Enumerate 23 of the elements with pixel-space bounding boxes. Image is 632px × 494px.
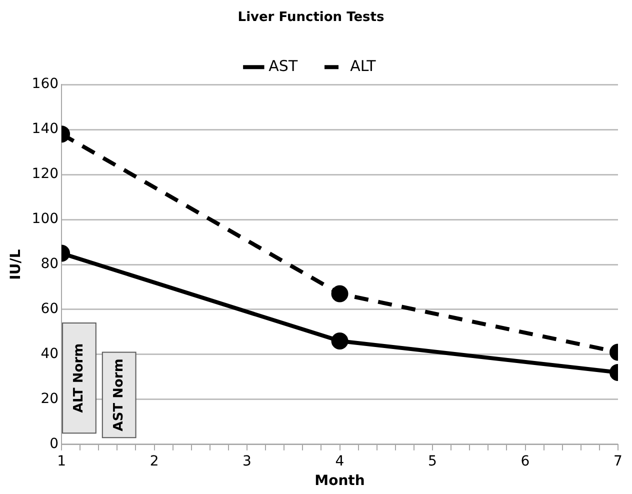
x-tick-label: 4	[335, 453, 344, 470]
y-tick-label: 40	[40, 346, 59, 362]
y-tick-label: 0	[50, 436, 59, 452]
y-tick-label: 20	[40, 391, 59, 408]
x-tick-label: 1	[57, 453, 66, 470]
y-tick-label: 160	[32, 76, 59, 92]
y-tick-label: 120	[32, 166, 59, 182]
chart-title: Liver Function Tests	[238, 10, 384, 26]
x-tick-label: 7	[614, 453, 622, 470]
band-label: ALT Norm	[72, 343, 87, 413]
y-axis-title: IU/L	[8, 249, 24, 280]
legend-label: AST	[268, 56, 298, 75]
x-tick-label: 5	[428, 453, 437, 470]
band-label: AST Norm	[111, 358, 126, 432]
y-tick-label: 100	[32, 211, 59, 228]
x-axis-title: Month	[314, 473, 365, 490]
x-tick-label: 3	[242, 453, 252, 470]
legend-label: ALT	[350, 56, 377, 75]
x-tick-label: 2	[150, 453, 159, 470]
x-tick-label: 6	[520, 453, 530, 470]
y-tick-label: 60	[40, 301, 59, 318]
y-tick-label: 140	[32, 121, 59, 138]
y-tick-label: 80	[40, 256, 59, 272]
